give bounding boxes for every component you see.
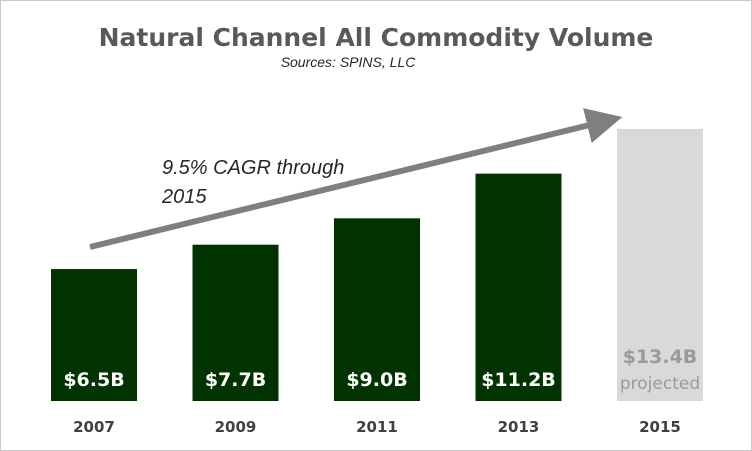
x-tick-2011: 2011 [356,418,398,436]
bar-value-label-2007: $6.5B [63,369,124,391]
bar-2013 [475,173,562,401]
bar-2015 [617,128,703,401]
cagr-annotation-line2: 2015 [161,186,207,208]
x-tick-labels: 2007 2009 2011 2013 2015 [73,418,681,436]
x-tick-2007: 2007 [73,418,115,436]
chart-subtitle: Sources: SPINS, LLC [281,54,417,70]
bar-2011 [334,218,420,401]
bars-layer: $6.5B $7.7B $9.0B $11.2B $13.4B projected [51,128,703,401]
bar-2007 [51,269,137,401]
x-tick-2009: 2009 [215,418,257,436]
cagr-trend-arrow [89,108,623,250]
bar-value-label-2013: $11.2B [481,369,556,391]
bar-2009 [192,244,279,401]
cagr-annotation-line1: 9.5% CAGR through [162,157,344,179]
x-tick-2013: 2013 [498,418,540,436]
x-tick-2015: 2015 [639,418,681,436]
projected-label: projected [620,374,700,394]
bar-value-label-2009: $7.7B [205,369,266,391]
chart-title: Natural Channel All Commodity Volume [99,23,654,52]
bar-value-label-2011: $9.0B [346,369,407,391]
bar-value-label-2015: $13.4B [623,346,698,368]
